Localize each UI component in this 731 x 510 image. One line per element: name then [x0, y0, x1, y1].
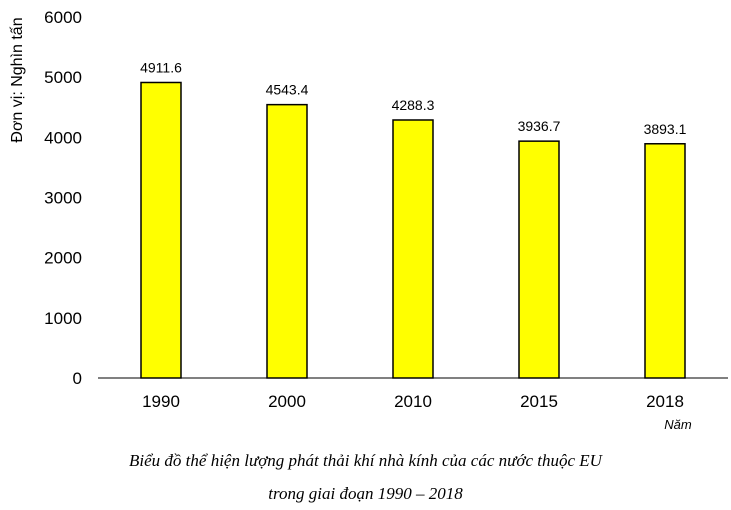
y-tick-label: 5000	[44, 68, 82, 87]
data-label-2018: 3893.1	[644, 121, 687, 137]
bar-2018	[644, 143, 686, 379]
x-tick-label-2018: 2018	[646, 392, 684, 411]
x-axis-label: Năm	[664, 417, 692, 432]
y-tick-label: 1000	[44, 309, 82, 328]
bar-chart: 0 1000 2000 3000 4000 5000 6000 4911.6 4543.4 42…	[9, 8, 728, 432]
y-tick-label: 3000	[44, 189, 82, 208]
y-axis-label: Đơn vị: Nghìn tấn	[9, 17, 26, 142]
chart-caption-line-2: trong giai đoạn 1990 – 2018	[268, 484, 463, 503]
y-tick-label: 0	[73, 369, 82, 388]
x-tick-label-2015: 2015	[520, 392, 558, 411]
y-tick-label: 4000	[44, 128, 82, 147]
bar-2010	[392, 119, 434, 379]
data-label-2010: 4288.3	[392, 97, 435, 113]
x-tick-label-2010: 2010	[394, 392, 432, 411]
y-tick-label: 2000	[44, 249, 82, 268]
data-label-2000: 4543.4	[266, 82, 309, 98]
x-tick-label-2000: 2000	[268, 392, 306, 411]
data-label-2015: 3936.7	[518, 118, 561, 134]
y-tick-label: 6000	[44, 8, 82, 27]
y-axis-ticks: 0 1000 2000 3000 4000 5000 6000	[44, 8, 82, 388]
bar-1990	[140, 81, 182, 379]
chart-caption-line-1: Biểu đồ thể hiện lượng phát thải khí nhà…	[129, 451, 602, 470]
x-axis-ticks: 1990 2000 2010 2015 2018	[142, 392, 684, 411]
bar-2015	[518, 140, 560, 379]
bar-2000	[266, 103, 308, 379]
x-tick-label-1990: 1990	[142, 392, 180, 411]
data-label-1990: 4911.6	[140, 59, 182, 75]
bars	[140, 81, 686, 379]
data-labels: 4911.6 4543.4 4288.3 3936.7 3893.1	[140, 59, 687, 136]
